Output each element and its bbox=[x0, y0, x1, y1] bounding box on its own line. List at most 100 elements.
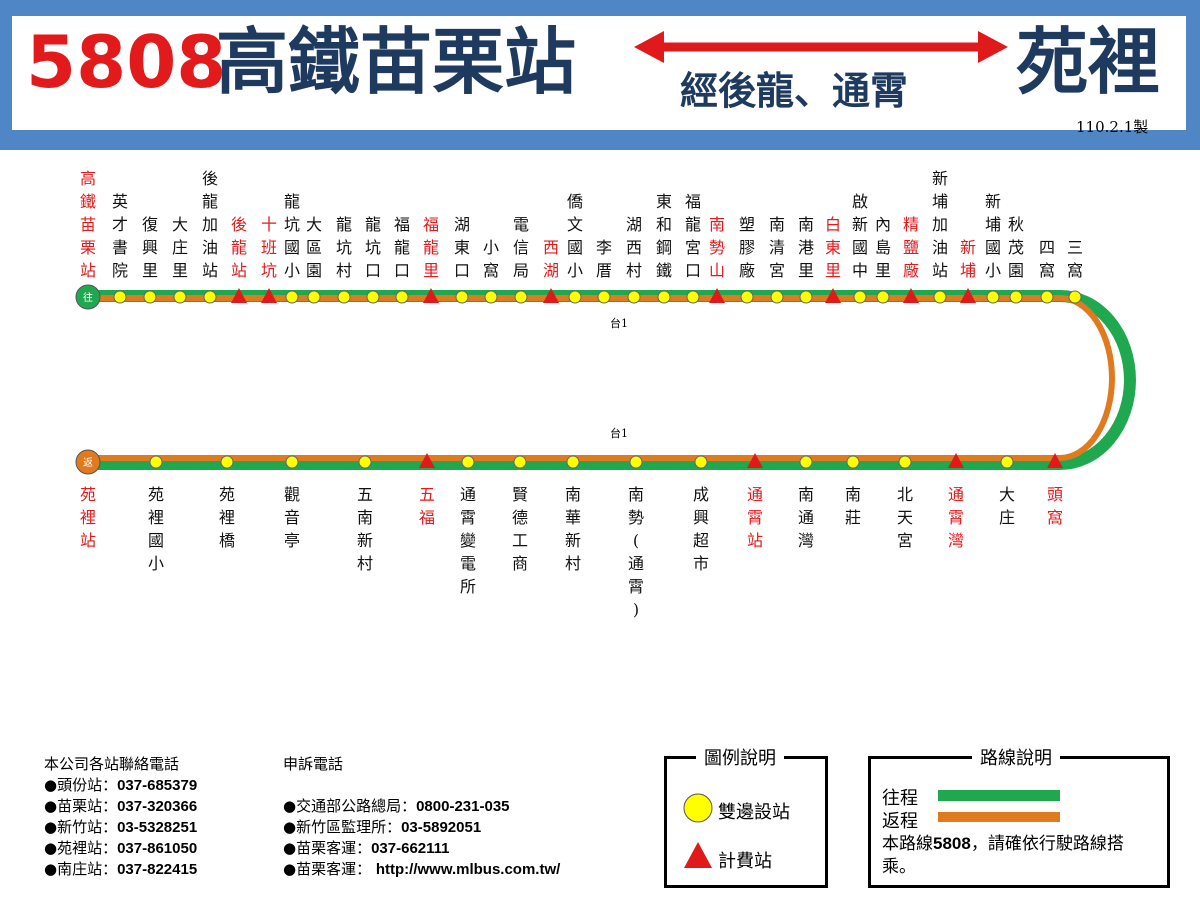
stop-name: 福龍里 bbox=[423, 215, 439, 280]
fare-stop-marker bbox=[960, 288, 976, 303]
map-date: 110.2.1製 bbox=[1076, 118, 1149, 136]
return-line bbox=[88, 295, 1115, 461]
return-badge-label: 返 bbox=[83, 457, 93, 469]
stop-marker bbox=[143, 290, 157, 304]
stop-marker bbox=[366, 290, 380, 304]
outbound-badge-label: 往 bbox=[83, 291, 93, 304]
contact-row: ●苗栗客運： http://www.mlbus.com.tw/ bbox=[283, 859, 560, 880]
stop-name: 南通灣 bbox=[798, 485, 814, 550]
stop-name: 後龍站 bbox=[231, 215, 247, 280]
stop-marker bbox=[694, 455, 708, 469]
stop-name: 苑裡站 bbox=[80, 485, 96, 550]
contact-label: ●新竹站： bbox=[44, 818, 118, 836]
header-panel bbox=[12, 16, 1186, 130]
stop-name: 內島里 bbox=[875, 215, 891, 280]
stop-name: 新埔國小 bbox=[985, 192, 1001, 280]
stop-name: 大庄里 bbox=[172, 215, 188, 280]
complaints-block: 申訴電話 ●交通部公路總局：0800-231-035 ●新竹區監理所：03-589… bbox=[283, 754, 560, 880]
stop-name: 電信局 bbox=[513, 215, 529, 280]
stop-marker bbox=[149, 455, 163, 469]
stop-name: 成興超市 bbox=[693, 485, 709, 573]
fare-stop-marker bbox=[948, 453, 964, 468]
contacts-title: 本公司各站聯絡電話 bbox=[44, 755, 180, 773]
contact-label: ●南庄站： bbox=[44, 860, 118, 878]
stop-name: 大庄 bbox=[999, 485, 1015, 527]
contact-phone: 037-822415 bbox=[117, 861, 198, 878]
fare-stop-marker bbox=[419, 453, 435, 468]
contact-label: ●新竹區監理所： bbox=[283, 818, 402, 836]
stop-name: 龍坑口 bbox=[365, 215, 381, 280]
contact-row: ●新竹區監理所：03-5892051 bbox=[283, 817, 560, 838]
stop-marker bbox=[657, 290, 671, 304]
stop-name: 精鹽廠 bbox=[903, 215, 919, 280]
route-origin: 高鐵苗栗站 bbox=[216, 20, 577, 104]
contact-phone: 037-662111 bbox=[371, 840, 450, 857]
stop-marker bbox=[846, 455, 860, 469]
stop-name: 北天宮 bbox=[897, 485, 913, 550]
contact-phone: 037-320366 bbox=[117, 798, 198, 815]
stop-name: 觀音亭 bbox=[284, 485, 300, 550]
contact-phone: 037-685379 bbox=[117, 777, 198, 794]
fare-stop-marker bbox=[1047, 453, 1063, 468]
stop-marker bbox=[740, 290, 754, 304]
stop-marker bbox=[461, 455, 475, 469]
stop-name: 福龍口 bbox=[394, 215, 410, 280]
contact-row: ●南庄站：037-822415 bbox=[44, 859, 197, 880]
contact-row: ●苗栗客運：037-662111 bbox=[283, 838, 560, 859]
contact-label: ●苑裡站： bbox=[44, 839, 118, 857]
fare-stop-marker bbox=[261, 288, 277, 303]
stop-marker bbox=[898, 455, 912, 469]
stop-name: 英才書院 bbox=[112, 192, 128, 280]
outbound-line bbox=[88, 290, 1136, 470]
stop-name: 南勢山 bbox=[709, 215, 725, 280]
route-note-prefix: 本路線 bbox=[882, 834, 933, 854]
stop-marker bbox=[455, 290, 469, 304]
contact-phone: 0800-231-035 bbox=[416, 798, 510, 815]
legend-fare-stop-icon bbox=[684, 842, 712, 868]
contact-label: ●交通部公路總局： bbox=[283, 797, 417, 815]
stop-marker bbox=[986, 290, 1000, 304]
stop-name: 東和鋼鐵 bbox=[656, 192, 672, 280]
stop-marker bbox=[203, 290, 217, 304]
stop-marker bbox=[686, 290, 700, 304]
stop-name: 苑裡國小 bbox=[148, 485, 164, 573]
stop-marker bbox=[395, 290, 409, 304]
route-note: 本路線5808，請確依行駛路線搭乘。 bbox=[882, 832, 1156, 879]
road-label-upper: 台1 bbox=[610, 316, 628, 330]
return-legend-swatch bbox=[938, 812, 1060, 822]
stop-name: 龍坑村 bbox=[336, 215, 352, 280]
route-number: 5808 bbox=[26, 20, 227, 104]
stop-name: 苑裡橋 bbox=[219, 485, 235, 550]
contact-row: ●苑裡站：037-861050 bbox=[44, 838, 197, 859]
stop-marker bbox=[1000, 455, 1014, 469]
contact-label: ●苗栗客運： bbox=[283, 860, 376, 878]
contact-phone: 037-861050 bbox=[117, 840, 198, 857]
stop-marker bbox=[799, 455, 813, 469]
stop-marker bbox=[597, 290, 611, 304]
route-note-suffix: ，請確依行駛路線搭乘。 bbox=[882, 834, 1124, 877]
legend-title: 圖例說明 bbox=[696, 744, 784, 770]
stop-name: 南勢(通霄) bbox=[628, 485, 644, 619]
stop-marker bbox=[337, 290, 351, 304]
contact-row: ●苗栗站：037-320366 bbox=[44, 796, 197, 817]
stop-marker bbox=[627, 290, 641, 304]
stop-marker bbox=[484, 290, 498, 304]
stop-name: 福龍宮口 bbox=[685, 192, 701, 280]
contact-phone: http://www.mlbus.com.tw/ bbox=[375, 861, 561, 878]
fare-stop-marker bbox=[747, 453, 763, 468]
stop-marker bbox=[220, 455, 234, 469]
double-arrow-icon bbox=[634, 31, 1008, 63]
legend-both-label: 雙邊設站 bbox=[718, 802, 790, 823]
contact-label: ●苗栗站： bbox=[44, 797, 118, 815]
contact-row: ●交通部公路總局：0800-231-035 bbox=[283, 796, 560, 817]
contact-row: ●頭份站：037-685379 bbox=[44, 775, 197, 796]
outbound-legend-swatch bbox=[938, 790, 1060, 801]
stop-marker bbox=[514, 290, 528, 304]
stop-name: 新埔 bbox=[960, 238, 976, 280]
stop-name: 啟新國中 bbox=[852, 192, 868, 280]
stop-marker bbox=[770, 290, 784, 304]
fare-stop-marker bbox=[709, 288, 725, 303]
stop-marker bbox=[799, 290, 813, 304]
outbound-terminal-marker bbox=[75, 284, 101, 310]
stop-name: 塑膠廠 bbox=[739, 215, 755, 280]
